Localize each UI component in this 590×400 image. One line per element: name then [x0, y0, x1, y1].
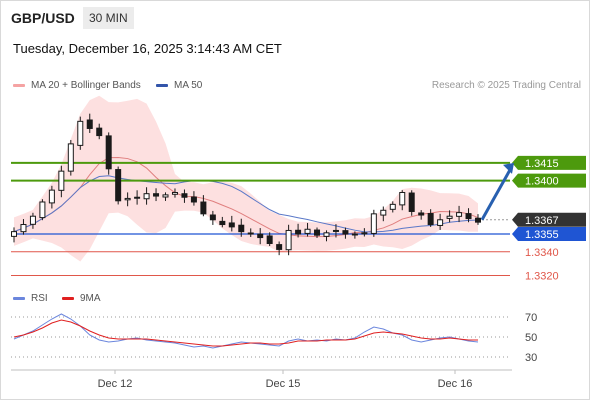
candle-down: [153, 193, 160, 197]
timeframe-badge[interactable]: 30 MIN: [83, 7, 134, 29]
bollinger-band: [14, 95, 478, 262]
candle-down: [86, 119, 93, 129]
candle-up: [399, 192, 406, 206]
legend-rsi-ma: 9MA: [62, 293, 101, 304]
candle-up: [380, 209, 387, 216]
legend-ma20-label: MA 20 + Bollinger Bands: [31, 80, 141, 91]
candle-down: [209, 214, 216, 221]
legend-ma50: MA 50: [156, 80, 202, 91]
legend-swatch-ma20: [13, 83, 25, 87]
candle-up: [285, 229, 292, 251]
candle-down: [247, 232, 254, 235]
candle-down: [105, 135, 112, 170]
legend-ma50-label: MA 50: [174, 80, 203, 91]
legend-ma20-bollinger: MA 20 + Bollinger Bands: [13, 80, 141, 91]
symbol-title: GBP/USD: [11, 10, 75, 26]
candle-down: [228, 222, 235, 228]
candle-down: [266, 235, 273, 244]
candle-down: [295, 229, 302, 235]
candle-up: [124, 197, 131, 201]
candle-up: [323, 232, 330, 237]
candle-up: [143, 193, 150, 200]
candle-down: [408, 192, 415, 212]
candle-down: [238, 224, 245, 233]
legend-swatch-rsi-ma: [62, 296, 74, 300]
candle-up: [351, 233, 358, 236]
candle-up: [11, 231, 17, 237]
candle-up: [304, 228, 311, 234]
x-tick-label-dec-16: Dec 16: [438, 378, 473, 390]
rsi-tick-label-50: 50: [525, 332, 537, 344]
x-tick-label-dec-15: Dec 15: [266, 378, 301, 390]
candle-up: [67, 143, 74, 172]
candle-down: [181, 193, 188, 198]
level-label-1.3320: 1.3320: [525, 271, 559, 283]
level-tag-resistance: [512, 173, 586, 188]
candle-down: [257, 233, 264, 239]
datetime-label: Tuesday, December 16, 2025 3:14:43 AM CE…: [13, 41, 282, 56]
forecast-arrow-line: [480, 169, 512, 221]
x-tick-label-dec-12: Dec 12: [98, 378, 133, 390]
candle-up: [361, 232, 368, 235]
candle-up: [389, 203, 396, 210]
candle-down: [190, 196, 197, 203]
candle-up: [77, 120, 84, 146]
candle-up: [39, 201, 46, 219]
level-tag-pivot: [512, 227, 586, 242]
candle-up: [48, 189, 55, 204]
candle-up: [29, 215, 36, 225]
candle-up: [58, 170, 65, 191]
candle-down: [276, 244, 283, 250]
legend-swatch-ma50: [156, 83, 168, 87]
candle-down: [219, 220, 226, 226]
candle-down: [475, 217, 481, 223]
candle-up: [332, 229, 339, 232]
level-label-1.3367: 1.3367: [525, 215, 559, 227]
candle-up: [446, 215, 453, 219]
level-tag-current: [512, 212, 586, 227]
legend-rsi-label: RSI: [31, 293, 48, 304]
candle-up: [437, 219, 444, 226]
candle-down: [314, 229, 321, 236]
candle-down: [96, 127, 103, 137]
legend-swatch-rsi: [13, 296, 25, 300]
rsi-ma-line: [13, 319, 478, 347]
rsi-tick-label-30: 30: [525, 352, 537, 364]
level-label-1.3340: 1.3340: [525, 247, 559, 259]
candle-down: [418, 212, 425, 216]
candle-up: [370, 213, 377, 234]
ma20-line: [13, 157, 479, 238]
candle-down: [115, 169, 122, 202]
level-label-1.3415: 1.3415: [525, 158, 559, 170]
rsi-line: [13, 313, 479, 349]
credit-label: Research © 2025 Trading Central: [431, 80, 581, 91]
legend-rsi: RSI: [13, 293, 48, 304]
candle-up: [162, 194, 169, 198]
forecast-arrow-head: [503, 162, 514, 174]
candle-up: [20, 224, 27, 233]
legend-rsi-ma-label: 9MA: [80, 293, 101, 304]
candle-up: [134, 196, 141, 199]
candle-up: [456, 212, 463, 217]
candle-down: [342, 230, 349, 235]
candle-down: [427, 213, 434, 226]
candle-down: [200, 201, 207, 215]
level-label-1.3355: 1.3355: [525, 229, 559, 241]
level-tag-resistance: [512, 155, 586, 170]
candle-down: [465, 213, 472, 220]
level-label-1.3400: 1.3400: [525, 176, 559, 188]
rsi-tick-label-70: 70: [525, 312, 537, 324]
candle-up: [171, 192, 178, 195]
